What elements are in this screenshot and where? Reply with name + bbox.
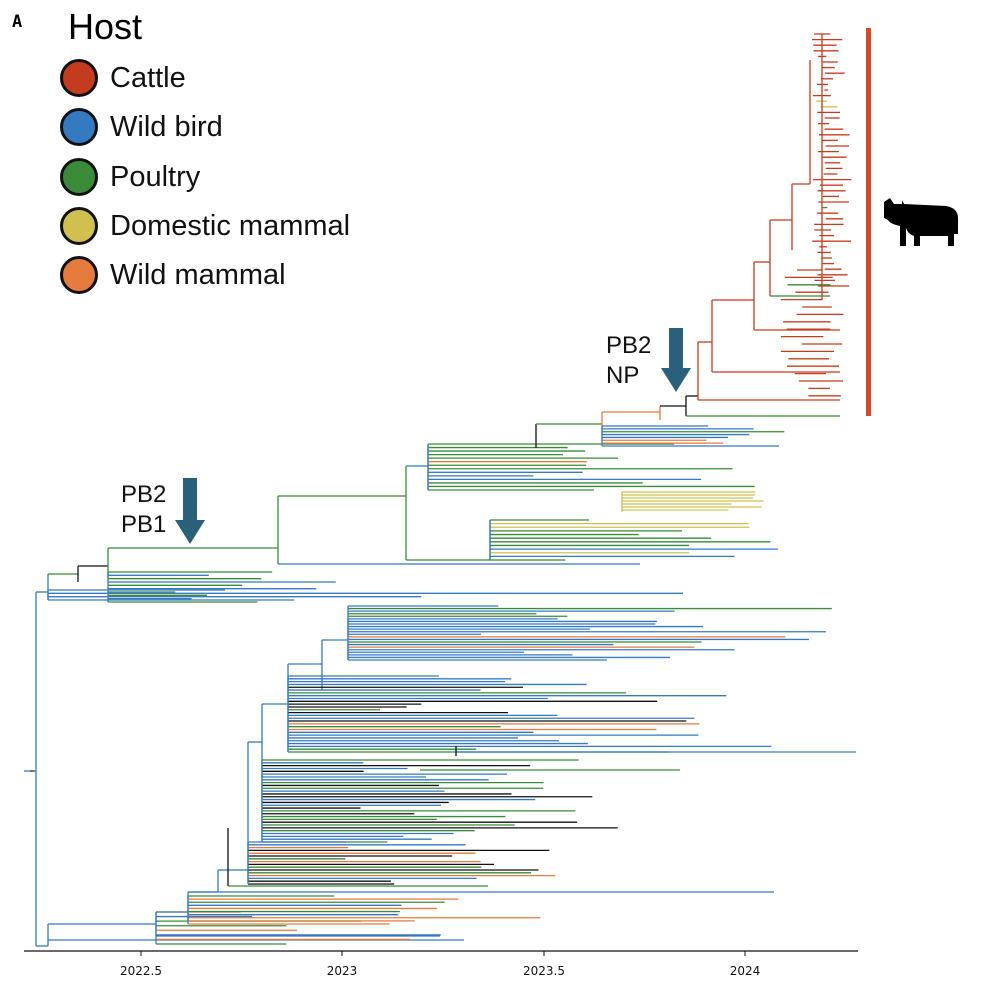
legend-item-wild-mammal: Wild mammal: [60, 253, 286, 297]
legend-item-domestic-mammal: Domestic mammal: [60, 204, 350, 248]
x-tick-label: 2022.5: [120, 964, 162, 978]
panel-label: A: [12, 12, 23, 32]
mutation-arrow-lower: [175, 478, 205, 544]
mutation-label-lower: PB2 PB1: [121, 480, 166, 540]
legend-swatch-cattle: [60, 59, 98, 97]
arrow-shaft: [183, 478, 197, 522]
x-tick-label: 2023: [327, 964, 358, 978]
legend-swatch-poultry: [60, 158, 98, 196]
time-axis: 2022.5 2023 2023.5 2024: [24, 770, 858, 978]
legend-label-domestic-mammal: Domestic mammal: [110, 209, 351, 242]
mutation-label-upper: PB2 NP: [606, 331, 651, 391]
mutation-lower-line2: PB1: [121, 511, 167, 538]
legend-item-cattle: Cattle: [60, 56, 186, 100]
legend-title: Host: [68, 6, 143, 47]
legend-label-wild-mammal: Wild mammal: [110, 258, 286, 291]
legend-item-poultry: Poultry: [60, 155, 200, 199]
x-tick-label: 2024: [730, 964, 761, 978]
mutation-upper-line2: NP: [606, 362, 640, 389]
x-tick-label: 2023.5: [523, 964, 565, 978]
arrow-shaft: [669, 328, 683, 368]
mutation-lower-line1: PB2: [121, 481, 167, 508]
cattle-clade-bar: [866, 28, 871, 416]
mutation-arrow-upper: [661, 328, 691, 392]
legend-swatch-domestic-mammal: [60, 207, 98, 245]
tree-branches: [24, 33, 856, 947]
cow-icon: [884, 198, 958, 246]
legend-item-wild-bird: Wild bird: [60, 105, 223, 149]
arrow-head: [175, 520, 205, 544]
legend-label-cattle: Cattle: [110, 61, 186, 94]
legend-swatch-wild-bird: [60, 108, 98, 146]
legend-label-poultry: Poultry: [110, 160, 201, 193]
legend-swatch-wild-mammal: [60, 256, 98, 294]
arrow-head: [661, 368, 691, 392]
legend-label-wild-bird: Wild bird: [110, 110, 223, 143]
mutation-upper-line1: PB2: [606, 332, 652, 359]
